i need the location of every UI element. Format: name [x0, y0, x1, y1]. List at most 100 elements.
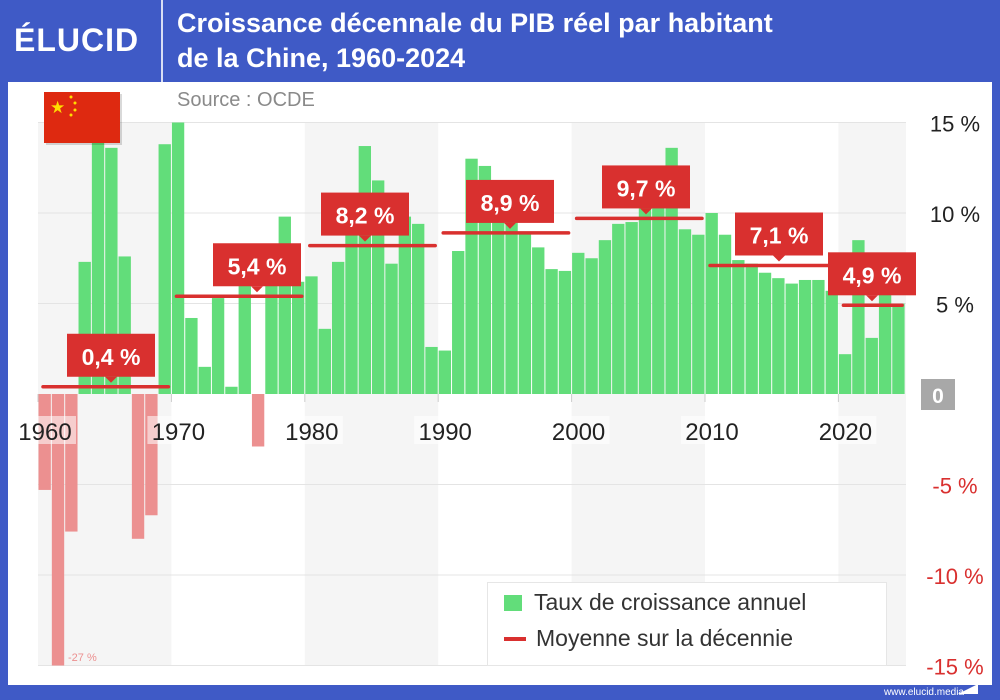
flag-small-star: [69, 113, 73, 117]
average-label: 5,4 %: [228, 253, 287, 279]
average-label: 8,9 %: [481, 190, 540, 216]
flag-small-star: [69, 95, 73, 99]
bar-1964: [91, 140, 105, 394]
bar-2019: [825, 290, 838, 394]
bar-2008: [678, 229, 692, 394]
bar-2015: [772, 278, 785, 394]
bar-1961: [51, 394, 65, 666]
bar-1981: [318, 328, 331, 394]
bar-2020: [838, 354, 852, 394]
flag-small-star: [73, 101, 77, 105]
bar-2022: [865, 337, 878, 394]
title-line-2: de la Chine, 1960-2024: [177, 43, 466, 73]
bar-1975: [238, 285, 251, 394]
bar-1976: [251, 394, 265, 447]
legend-item-average: Moyenne sur la décennie: [504, 625, 793, 652]
chart-title: Croissance décennale du PIB réel par hab…: [177, 6, 773, 76]
flag-small-star: [73, 108, 77, 112]
average-label: 4,9 %: [843, 262, 902, 288]
legend-label: Taux de croissance annuel: [534, 589, 807, 615]
y-tick-label: -10 %: [926, 564, 983, 589]
bar-1991: [452, 251, 465, 394]
average-label-pointer: [866, 295, 878, 302]
bar-1965: [105, 147, 118, 394]
bar-1996: [518, 232, 532, 394]
legend: Taux de croissance annuel Moyenne sur la…: [487, 582, 887, 666]
y-tick-label: -5 %: [932, 474, 977, 499]
bar-2000: [572, 252, 585, 394]
bar-1983: [345, 231, 358, 394]
average-label: 9,7 %: [617, 175, 676, 201]
bar-2014: [758, 272, 772, 394]
bar-1994: [492, 194, 505, 394]
bar-1990: [438, 350, 452, 394]
elucid-logo: ÉLUCID: [14, 22, 140, 58]
bar-1980: [305, 276, 318, 394]
average-label-box: [321, 192, 409, 236]
flag-star: ★: [50, 98, 65, 117]
average-label-box: [213, 243, 301, 287]
bar-1970: [171, 122, 185, 394]
bar-1995: [505, 216, 518, 394]
x-tick-label: 1960: [18, 419, 71, 446]
bar-1998: [545, 269, 558, 394]
average-label-pointer: [504, 222, 516, 229]
x-label-bg: [547, 416, 610, 444]
clipped-value-label: -27 %: [68, 652, 97, 664]
x-tick-label: 2010: [685, 419, 738, 446]
bar-2005: [638, 202, 652, 394]
bar-2002: [598, 240, 612, 394]
footer-url: www.elucid.media: [883, 687, 964, 698]
x-label-bg: [147, 416, 210, 444]
elucid-mark-icon: [958, 684, 978, 694]
legend-swatch-red-line: [504, 636, 526, 641]
average-label-box: [828, 252, 916, 296]
legend-item-annual: Taux de croissance annuel: [504, 589, 806, 616]
x-label-bg: [414, 416, 477, 444]
y-tick-label: 5 %: [936, 293, 974, 318]
average-label-pointer: [640, 208, 652, 215]
zero-label-bg: [921, 379, 955, 410]
bar-2009: [692, 234, 705, 394]
average-label-box: [602, 165, 690, 209]
bar-1971: [185, 317, 198, 394]
y-tick-label: -15 %: [926, 655, 983, 680]
source-label: Source : OCDE: [177, 89, 315, 111]
legend-label: Moyenne sur la décennie: [536, 625, 793, 651]
y-tick-label: 0: [932, 385, 944, 408]
legend-swatch-green: [504, 594, 522, 611]
bar-1987: [398, 216, 412, 394]
x-tick-label: 1980: [285, 419, 338, 446]
average-label-pointer: [359, 235, 371, 242]
average-label: 0,4 %: [82, 344, 141, 370]
average-label-pointer: [251, 286, 263, 293]
china-flag-icon: ★: [44, 92, 122, 145]
bar-2006: [652, 176, 665, 394]
average-label-box: [466, 179, 554, 223]
bar-1972: [198, 366, 211, 394]
x-tick-label: 1990: [419, 419, 472, 446]
bar-2001: [585, 258, 598, 394]
bar-1977: [265, 285, 278, 394]
bar-1988: [412, 223, 425, 394]
average-label-pointer: [105, 376, 117, 383]
average-label-pointer: [773, 255, 785, 262]
bar-1993: [478, 165, 492, 394]
bar-1984: [358, 146, 371, 394]
average-label: 7,1 %: [750, 222, 809, 248]
bar-2004: [625, 222, 638, 394]
average-label-box: [735, 212, 823, 256]
bar-1973: [211, 298, 225, 394]
x-label-bg: [14, 416, 76, 444]
bar-2003: [612, 223, 625, 394]
bar-2012: [732, 260, 745, 394]
bar-1986: [385, 263, 398, 394]
bar-1969: [158, 144, 171, 394]
average-label: 8,2 %: [336, 203, 395, 229]
bar-1979: [291, 281, 305, 394]
bar-2013: [745, 263, 758, 394]
y-tick-label: 15 %: [930, 112, 980, 137]
bar-1967: [131, 394, 145, 539]
bar-1978: [278, 216, 291, 394]
